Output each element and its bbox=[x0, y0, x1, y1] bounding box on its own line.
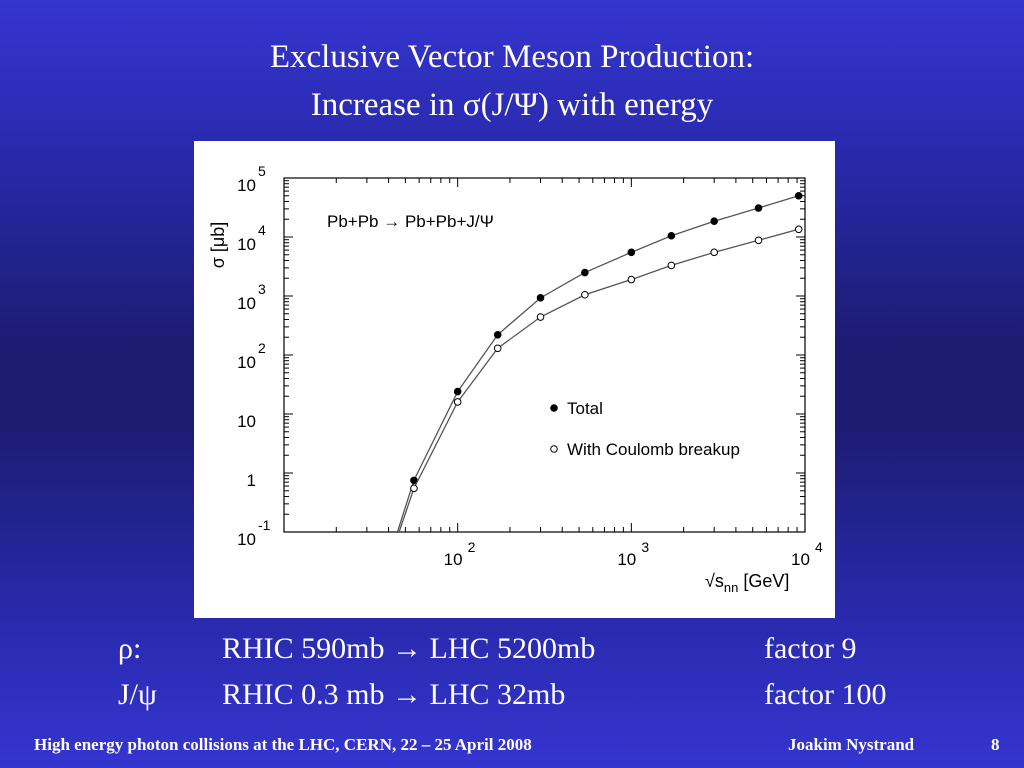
footer-author: Joakim Nystrand bbox=[788, 735, 915, 754]
jpsi-row: J/ψ RHIC 0.3 mb → LHC 32mb factor 100 bbox=[0, 675, 1024, 715]
y-tick-exponent: 2 bbox=[258, 340, 266, 356]
x-tick-exponent: 3 bbox=[641, 539, 649, 555]
rho-factor: factor 9 bbox=[764, 632, 857, 665]
y-axis-label: σ [μb] bbox=[208, 222, 228, 269]
x-tick-exponent: 4 bbox=[815, 539, 823, 555]
y-tick-exponent: 5 bbox=[258, 163, 266, 179]
y-tick-label: 10 bbox=[237, 530, 256, 549]
y-tick-label: 10 bbox=[237, 353, 256, 372]
total-data-point bbox=[754, 204, 763, 212]
y-tick-label: 10 bbox=[237, 412, 256, 431]
coulomb-data-point bbox=[410, 484, 418, 493]
y-tick-label: 10 bbox=[237, 294, 256, 313]
x-tick-exponent: 2 bbox=[468, 539, 476, 555]
y-tick-label: 1 bbox=[247, 471, 256, 490]
total-data-point bbox=[581, 268, 589, 277]
x-tick-label: 10 bbox=[791, 550, 810, 569]
chart-annotation: Pb+Pb → Pb+Pb+J/Ψ bbox=[327, 212, 494, 231]
coulomb-data-point bbox=[493, 344, 502, 353]
slide-title-line1: Exclusive Vector Meson Production: bbox=[269, 39, 755, 75]
coulomb-data-point bbox=[754, 236, 763, 245]
coulomb-data-point bbox=[453, 398, 462, 406]
jpsi-factor: factor 100 bbox=[764, 678, 887, 711]
x-tick-label: 10 bbox=[444, 550, 463, 569]
legend-label-coulomb: With Coulomb breakup bbox=[567, 440, 740, 459]
footer-conference: High energy photon collisions at the LHC… bbox=[34, 735, 532, 754]
legend-label-total: Total bbox=[567, 399, 603, 418]
total-data-point bbox=[710, 217, 718, 226]
jpsi-comparison: RHIC 0.3 mb → LHC 32mb bbox=[222, 678, 566, 711]
chart-panel: 10 2 10 3 10 4 10 -1 1 10 10 2 10 3 10 4 10 5 σ [μb] √snn [… bbox=[194, 141, 835, 618]
page-number: 8 bbox=[991, 735, 1000, 754]
coulomb-data-point bbox=[536, 313, 545, 321]
total-data-point bbox=[453, 387, 462, 396]
plot-frame bbox=[283, 177, 806, 533]
slide-footer: High energy photon collisions at the LHC… bbox=[0, 733, 1024, 757]
x-axis-label: √snn [GeV] bbox=[705, 571, 789, 595]
coulomb-data-point bbox=[627, 275, 636, 284]
total-data-point bbox=[627, 248, 636, 257]
total-data-point bbox=[667, 231, 676, 240]
coulomb-data-point bbox=[710, 248, 718, 257]
rho-row: ρ: RHIC 590mb → LHC 5200mb factor 9 bbox=[0, 629, 1024, 669]
y-tick-exponent: -1 bbox=[258, 517, 271, 533]
coulomb-data-point bbox=[794, 225, 803, 234]
x-tick-label: 10 bbox=[617, 550, 636, 569]
jpsi-label: J/ψ bbox=[118, 678, 157, 711]
total-data-point bbox=[536, 294, 545, 302]
y-tick-label: 10 bbox=[237, 235, 256, 254]
total-data-point bbox=[794, 191, 803, 200]
rho-label: ρ: bbox=[118, 632, 142, 665]
total-data-point bbox=[493, 330, 502, 339]
y-tick-exponent: 4 bbox=[258, 222, 266, 238]
rho-comparison: RHIC 590mb → LHC 5200mb bbox=[222, 632, 596, 665]
slide-title-line2: Increase in σ(J/Ψ) with energy bbox=[310, 87, 714, 123]
coulomb-data-point bbox=[667, 261, 676, 270]
legend-marker-coulomb bbox=[550, 445, 558, 453]
legend-marker-total bbox=[550, 404, 558, 412]
coulomb-data-point bbox=[581, 290, 589, 299]
y-tick-label: 10 bbox=[237, 176, 256, 195]
series-line-coulomb bbox=[398, 228, 799, 532]
y-tick-exponent: 3 bbox=[258, 281, 266, 297]
